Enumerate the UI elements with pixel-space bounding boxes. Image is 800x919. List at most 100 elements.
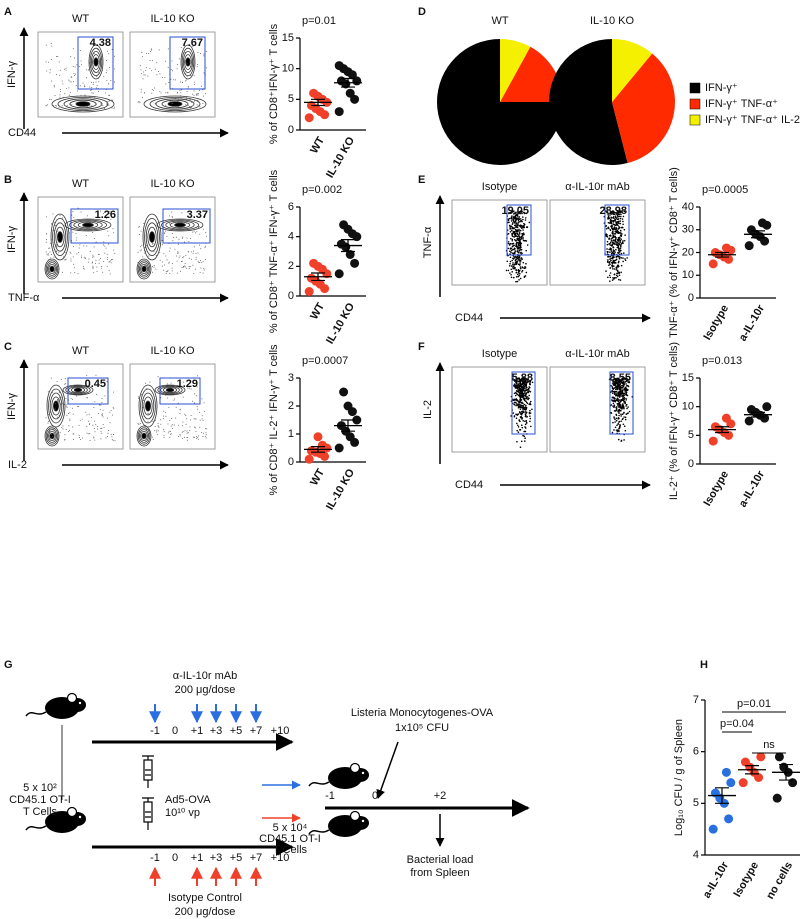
event-dot xyxy=(618,213,621,216)
event-dot xyxy=(607,259,609,261)
event-dot xyxy=(111,436,113,438)
event-dot xyxy=(167,397,169,399)
event-dot xyxy=(56,250,58,252)
event-dot xyxy=(71,407,73,409)
event-dot xyxy=(612,227,614,230)
density-contour xyxy=(48,263,56,274)
event-dot xyxy=(200,98,202,100)
plot-title: Isotype xyxy=(482,348,517,360)
event-dot xyxy=(522,266,524,269)
density-contour xyxy=(71,386,86,393)
event-dot xyxy=(619,239,622,242)
y-axis-label: % of CD8⁺ IL-2⁺ IFN-γ⁺ T cells xyxy=(268,344,280,496)
event-dot xyxy=(628,410,631,413)
event-dot xyxy=(616,269,619,272)
event-dot xyxy=(157,430,159,432)
event-dot xyxy=(181,212,183,214)
density-contour xyxy=(65,385,91,395)
event-dot xyxy=(163,410,165,412)
day-label: +3 xyxy=(210,725,223,737)
event-dot xyxy=(75,73,77,75)
event-dot xyxy=(618,226,620,228)
event-dot xyxy=(70,272,72,274)
event-dot xyxy=(140,394,142,396)
event-dot xyxy=(617,220,620,223)
event-dot xyxy=(203,72,205,74)
event-dot xyxy=(185,104,187,106)
event-dot xyxy=(520,390,522,393)
event-dot xyxy=(508,265,511,267)
event-dot xyxy=(201,431,203,433)
event-dot xyxy=(623,397,626,399)
y-tick-label: 3 xyxy=(288,372,294,384)
event-dot xyxy=(520,393,522,395)
error-bar xyxy=(341,239,355,253)
event-dot xyxy=(193,230,195,232)
event-dot xyxy=(616,272,618,275)
event-dot xyxy=(202,419,204,421)
event-dot xyxy=(529,409,531,412)
event-dot xyxy=(69,412,71,414)
event-dot xyxy=(612,276,614,279)
event-dot xyxy=(624,377,627,380)
event-dot xyxy=(66,105,68,107)
event-dot xyxy=(523,212,526,215)
event-dot xyxy=(510,229,513,232)
event-dot xyxy=(197,92,199,94)
event-dot xyxy=(190,388,192,390)
event-dot xyxy=(73,72,75,74)
event-dot xyxy=(80,211,82,213)
event-dot xyxy=(181,267,183,269)
event-dot xyxy=(59,409,61,411)
event-dot xyxy=(615,228,617,231)
event-dot xyxy=(621,226,623,229)
event-dot xyxy=(53,229,55,231)
event-dot xyxy=(184,262,186,264)
data-point xyxy=(309,88,319,98)
event-dot xyxy=(518,384,521,387)
event-dot xyxy=(524,423,527,426)
error-bar xyxy=(311,446,325,453)
event-dot xyxy=(100,103,102,105)
event-dot xyxy=(72,81,74,83)
event-dot xyxy=(199,271,201,273)
event-dot xyxy=(108,243,110,245)
event-dot xyxy=(168,82,170,84)
event-dot xyxy=(618,243,620,246)
event-dot xyxy=(195,418,197,420)
event-dot xyxy=(516,250,519,252)
event-dot xyxy=(156,216,158,218)
event-dot xyxy=(46,104,48,106)
event-dot xyxy=(617,232,620,235)
event-dot xyxy=(612,246,615,248)
mouse-icon xyxy=(308,810,369,837)
event-dot xyxy=(193,83,195,85)
day-label: 0 xyxy=(372,790,378,802)
event-dot xyxy=(521,412,524,415)
event-dot xyxy=(51,437,53,439)
event-dot xyxy=(166,235,168,237)
event-dot xyxy=(621,389,624,391)
event-dot xyxy=(89,86,91,88)
event-dot xyxy=(79,50,81,52)
event-dot xyxy=(111,259,113,261)
event-dot xyxy=(50,80,52,82)
event-dot xyxy=(204,258,206,260)
event-dot xyxy=(59,432,61,434)
event-dot xyxy=(622,257,624,259)
event-dot xyxy=(65,245,67,247)
event-dot xyxy=(526,380,529,382)
event-dot xyxy=(186,90,188,92)
event-dot xyxy=(171,215,173,217)
x-tick-label: a-IL-10r xyxy=(737,302,768,343)
data-point xyxy=(317,440,327,450)
event-dot xyxy=(81,257,83,259)
event-dot xyxy=(520,406,522,408)
event-dot xyxy=(620,406,623,409)
event-dot xyxy=(605,270,607,272)
event-dot xyxy=(516,241,518,244)
event-dot xyxy=(608,262,611,264)
event-dot xyxy=(167,66,169,68)
event-dot xyxy=(181,81,183,83)
event-dot xyxy=(516,429,518,432)
